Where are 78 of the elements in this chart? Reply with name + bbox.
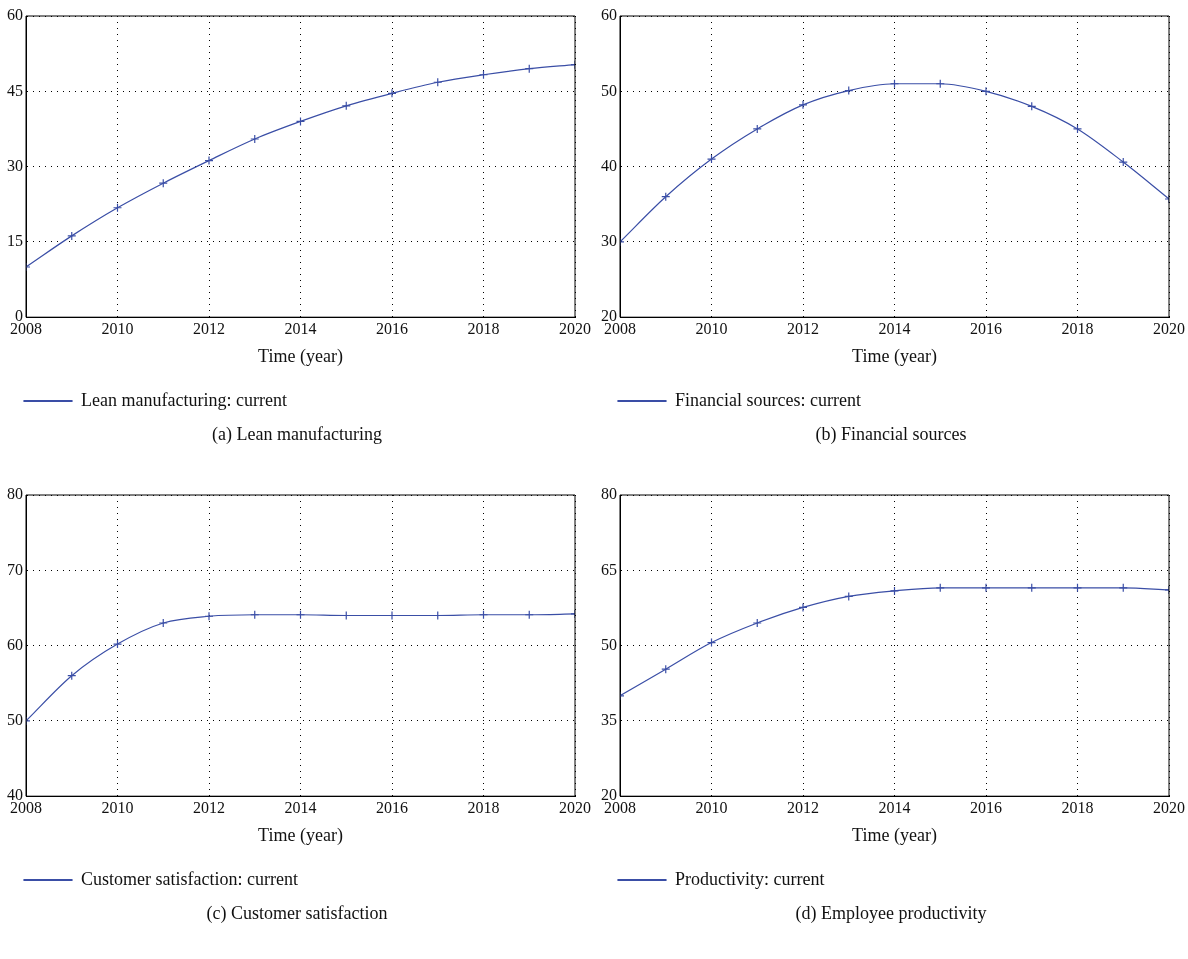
point <box>798 602 808 613</box>
x-tick-label: 2018 <box>1061 320 1094 337</box>
x-tick-label: 2014 <box>284 799 317 816</box>
point <box>1118 583 1128 593</box>
point <box>706 154 717 164</box>
x-tick-label: 2018 <box>467 799 500 816</box>
x-tick-label: 2012 <box>193 320 225 337</box>
x-tick-label: 2010 <box>695 320 728 337</box>
y-tick-label: 80 <box>601 485 617 503</box>
y-tick-label: 60 <box>7 635 23 653</box>
x-tick-label: 2016 <box>970 320 1002 337</box>
text: (d) Employee productivity <box>794 903 988 924</box>
x-tick-label: 2010 <box>101 799 134 816</box>
y-tick-label: 65 <box>601 560 617 578</box>
point <box>341 101 351 111</box>
x-tick-label: 2012 <box>193 799 225 816</box>
x-tick-label: 2014 <box>878 320 911 337</box>
point <box>204 155 214 166</box>
x-axis-title: Time (year) <box>852 824 937 846</box>
y-tick-label: 70 <box>7 560 23 578</box>
x-axis-title: Time (year) <box>258 824 343 846</box>
y-tick-label: 50 <box>7 711 23 729</box>
text: (c) Customer satisfaction <box>205 903 389 924</box>
x-axis-title: Time (year) <box>852 345 937 367</box>
point <box>250 134 260 144</box>
x-tick-label: 2010 <box>101 320 134 337</box>
x-axis-title: Time (year) <box>258 345 343 367</box>
point <box>112 639 123 649</box>
y-tick-label: 30 <box>601 232 617 250</box>
y-tick-label: 60 <box>7 6 23 24</box>
y-tick-label: 15 <box>7 232 23 250</box>
point <box>981 86 991 96</box>
point <box>798 100 808 110</box>
point <box>158 618 168 628</box>
point <box>981 583 991 593</box>
y-tick-label: 35 <box>601 711 617 729</box>
text: (b) Financial sources <box>814 424 968 445</box>
point <box>1072 583 1083 593</box>
y-tick-label: 45 <box>7 81 23 99</box>
y-tick-label: 50 <box>601 81 617 99</box>
point <box>1118 157 1128 167</box>
y-tick-label: 80 <box>7 485 23 503</box>
x-tick-label: 2010 <box>695 799 728 816</box>
x-tick-label: 2020 <box>559 799 591 816</box>
x-tick-label: 2018 <box>1061 799 1094 816</box>
x-tick-label: 2012 <box>787 320 819 337</box>
point <box>1027 583 1037 593</box>
y-tick-label: 60 <box>601 6 617 24</box>
point <box>67 231 77 241</box>
x-tick-label: 2018 <box>467 320 500 337</box>
x-tick-label: 2020 <box>559 320 591 337</box>
legend-label: Customer satisfaction: current <box>81 868 298 889</box>
legend-label: Financial sources: current <box>675 389 861 410</box>
point <box>387 88 397 98</box>
legend-label: Productivity: current <box>675 868 825 889</box>
x-tick-label: 2008 <box>604 799 636 816</box>
x-tick-label: 2020 <box>1153 799 1185 816</box>
point <box>935 583 945 593</box>
x-tick-label: 2008 <box>10 799 42 816</box>
y-tick-label: 40 <box>601 156 617 174</box>
text: (a) Lean manufacturing <box>211 424 383 445</box>
legend-label: Lean manufacturing: current <box>81 389 287 410</box>
x-tick-label: 2016 <box>376 799 408 816</box>
x-tick-label: 2020 <box>1153 320 1185 337</box>
point <box>752 618 762 628</box>
point <box>1072 124 1083 134</box>
point <box>889 586 900 596</box>
x-tick-label: 2008 <box>604 320 636 337</box>
x-tick-label: 2012 <box>787 799 819 816</box>
x-tick-label: 2016 <box>970 799 1002 816</box>
y-tick-label: 50 <box>601 635 617 653</box>
x-tick-label: 2014 <box>878 799 911 816</box>
x-tick-label: 2014 <box>284 320 317 337</box>
x-tick-label: 2016 <box>376 320 408 337</box>
y-tick-label: 30 <box>7 156 23 174</box>
x-tick-label: 2008 <box>10 320 42 337</box>
point <box>752 124 762 134</box>
point <box>204 611 214 621</box>
